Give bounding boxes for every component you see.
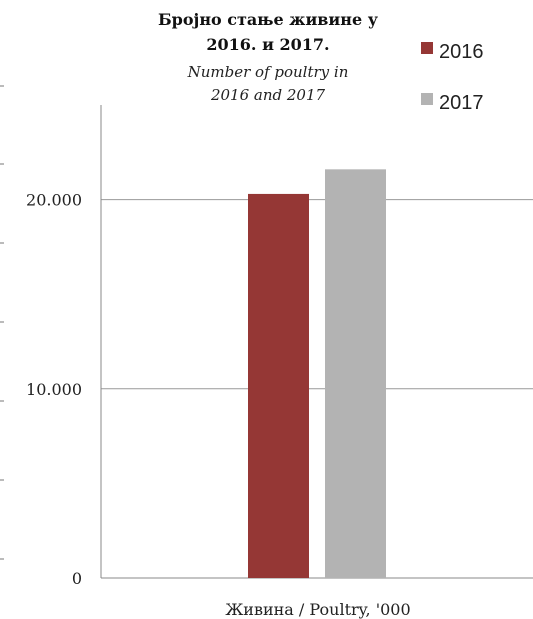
chart-subtitle-line-1: Number of poultry in [187,63,349,81]
x-category-label: Живина / Poultry, '000 [225,600,410,619]
legend-label-2017: 2017 [439,92,484,114]
chart-title-line-2: 2016. и 2017. [206,35,329,54]
left-edge-ticks [0,85,4,560]
legend-swatch-2016 [421,42,433,54]
legend-label-2016: 2016 [439,41,484,63]
bar-2017 [325,169,386,578]
plot-area: 0 10.000 20.000 [26,105,533,588]
legend-swatch-2017 [421,93,433,105]
bar-2016 [248,193,309,578]
y-tick-label: 10.000 [26,380,82,399]
y-tick-label: 0 [72,569,82,588]
y-tick-label: 20.000 [26,191,82,210]
chart-title-line-1: Бројно стање живине у [158,10,379,29]
chart-subtitle-line-2: 2016 and 2017 [210,86,326,104]
legend: 2016 2017 [421,41,484,114]
